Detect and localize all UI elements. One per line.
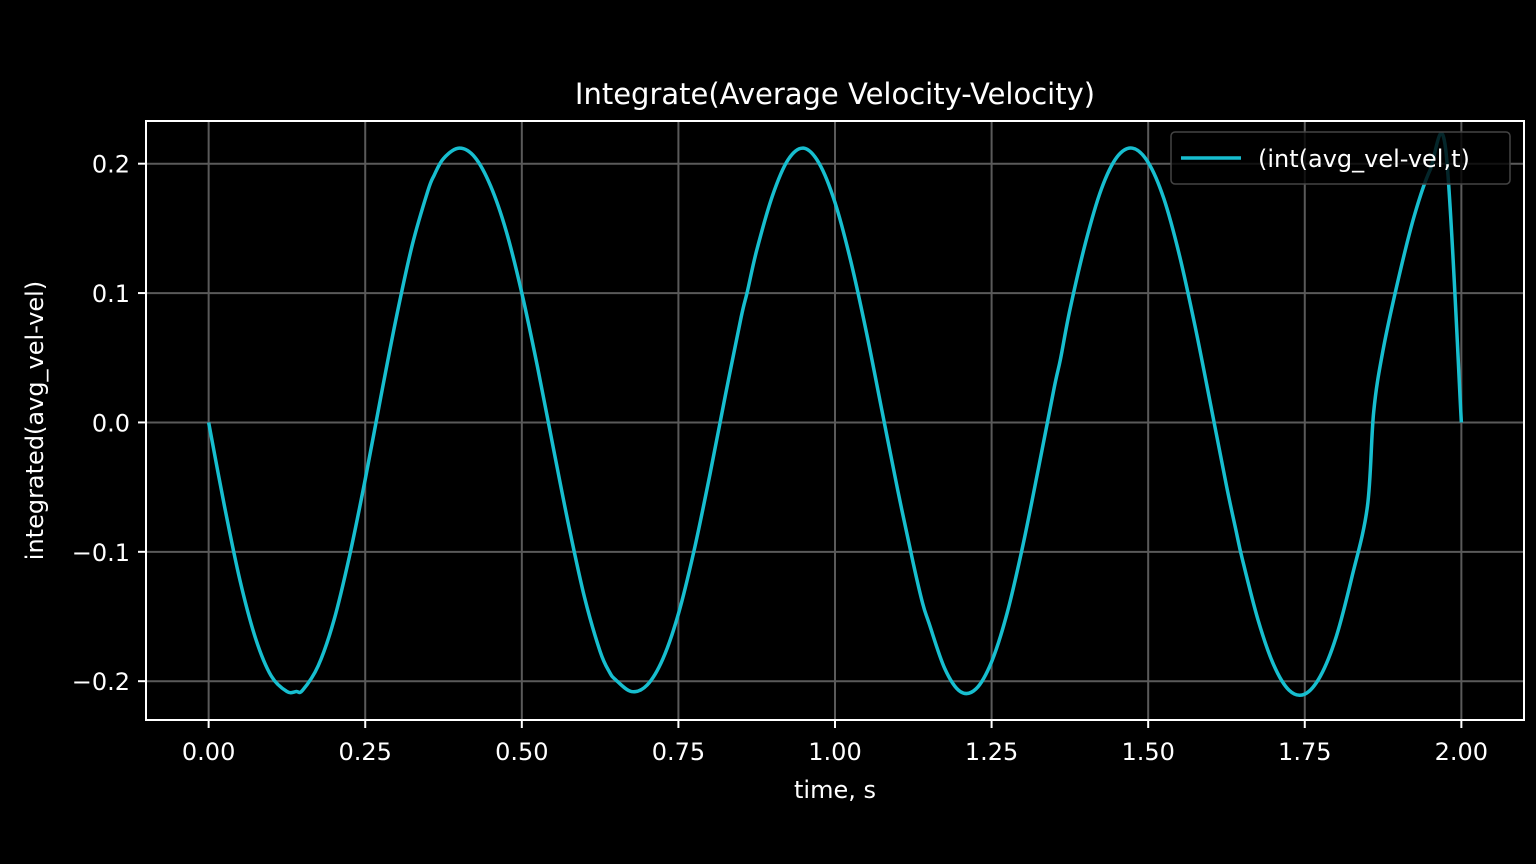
series-layer (206, 131, 1464, 697)
series-line (206, 131, 1464, 697)
y-tick-label: 0.2 (92, 151, 130, 179)
y-axis-label: integrated(avg_vel-vel) (21, 281, 49, 560)
legend-label: (int(avg_vel-vel,t) (1258, 145, 1470, 173)
x-tick-label: 1.50 (1121, 738, 1174, 766)
y-tick-label: −0.2 (72, 668, 130, 696)
x-tick-label: 0.50 (495, 738, 548, 766)
x-tick-label: 1.25 (965, 738, 1018, 766)
x-tick-label: 1.75 (1278, 738, 1331, 766)
legend: (int(avg_vel-vel,t) (1170, 131, 1511, 185)
tick-layer: 0.00 0.25 0.50 0.75 1.00 1.25 1.50 1.75 2.00 −0.2… (72, 151, 1488, 766)
grid-layer (146, 121, 1524, 720)
y-tick-label: 0.1 (92, 280, 130, 308)
legend-box (1170, 131, 1511, 185)
x-tick-label: 2.00 (1435, 738, 1488, 766)
x-tick-label: 0.00 (182, 738, 235, 766)
x-tick-label: 0.75 (652, 738, 705, 766)
chart-title: Integrate(Average Velocity-Velocity) (575, 77, 1095, 111)
x-tick-label: 1.00 (808, 738, 861, 766)
x-axis-label: time, s (794, 776, 876, 804)
y-tick-label: 0.0 (92, 409, 130, 437)
y-tick-label: −0.1 (72, 539, 130, 567)
x-tick-label: 0.25 (339, 738, 392, 766)
